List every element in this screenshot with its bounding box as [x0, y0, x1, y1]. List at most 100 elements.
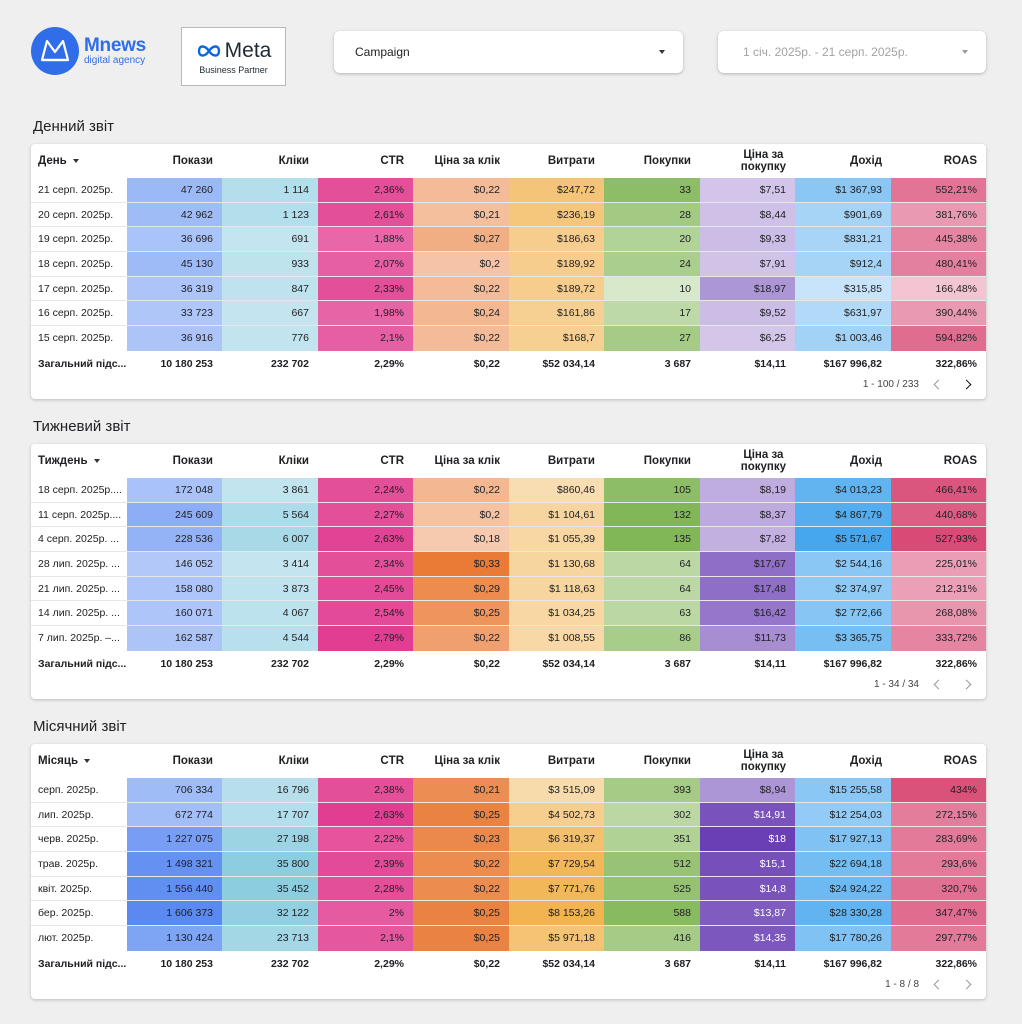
cell-revenue: $17 780,26 [795, 926, 891, 951]
cell-ctr: 1,98% [318, 301, 413, 326]
column-header-cpa[interactable]: Ціна за покупку [700, 444, 786, 478]
dropdown-caret-icon [659, 50, 665, 54]
table-row[interactable]: 11 серп. 2025р.... 245 609 5 564 2,27% $0,2 $… [31, 502, 986, 528]
table-row[interactable]: 20 серп. 2025р. 42 962 1 123 2,61% $0,21 $236… [31, 202, 986, 228]
chevron-right-icon [961, 679, 971, 689]
column-header-revenue[interactable]: Дохід [795, 144, 882, 178]
column-header-cpa[interactable]: Ціна за покупку [700, 144, 786, 178]
table-row[interactable]: 21 серп. 2025р. 47 260 1 114 2,36% $0,22 $247… [31, 178, 986, 203]
column-header-impressions[interactable]: Покази [127, 444, 213, 478]
cell-spend: $5 971,18 [509, 926, 604, 951]
cell-cpc: $0,22 [413, 626, 509, 651]
cell-clicks: 35 800 [222, 852, 318, 876]
cell-clicks: 16 796 [222, 778, 318, 802]
table-row[interactable]: 21 лип. 2025р. ... 158 080 3 873 2,45% $0,29… [31, 576, 986, 602]
column-header-spend[interactable]: Витрати [509, 744, 595, 778]
cell-cpc: $0,22 [413, 178, 509, 202]
table-row[interactable]: 15 серп. 2025р. 36 916 776 2,1% $0,22 $168,7 2… [31, 326, 986, 351]
table-row[interactable]: 7 лип. 2025р. –... 162 587 4 544 2,79% $0,22… [31, 626, 986, 651]
cell-cpc: $0,21 [413, 778, 509, 802]
date-range-picker[interactable]: 1 січ. 2025р. - 21 серп. 2025р. [718, 31, 986, 73]
column-header-roas[interactable]: ROAS [891, 144, 977, 178]
cell-roas: 434% [891, 778, 986, 802]
cell-impressions: 45 130 [127, 252, 222, 276]
column-header-label: Покупки [643, 455, 691, 467]
cell-roas: 166,48% [891, 276, 986, 301]
column-header-spend[interactable]: Витрати [509, 444, 595, 478]
column-header-clicks[interactable]: Кліки [222, 744, 309, 778]
column-header-cpc[interactable]: Ціна за клік [413, 144, 500, 178]
table-row[interactable]: лип. 2025р. 672 774 17 707 2,63% $0,25 $4 502… [31, 802, 986, 828]
campaign-filter-dropdown[interactable]: Campaign [334, 31, 683, 73]
column-header-spend[interactable]: Витрати [509, 144, 595, 178]
dimension-header-label: Тиждень [38, 455, 88, 467]
table-row[interactable]: 4 серп. 2025р. ... 228 536 6 007 2,63% $0,18… [31, 527, 986, 553]
dimension-header[interactable]: День [38, 144, 126, 178]
total-cpa: $14,11 [754, 357, 786, 370]
table-row[interactable]: 16 серп. 2025р. 33 723 667 1,98% $0,24 $161,8… [31, 301, 986, 327]
table-row[interactable]: бер. 2025р. 1 606 373 32 122 2% $0,25 $8 153,… [31, 901, 986, 927]
next-page-button[interactable] [957, 675, 975, 693]
next-page-button[interactable] [957, 375, 975, 393]
column-header-cpa[interactable]: Ціна за покупку [700, 744, 786, 778]
table-row[interactable]: 18 серп. 2025р.... 172 048 3 861 2,24% $0,22… [31, 478, 986, 503]
cell-clicks: 4 067 [222, 601, 318, 626]
cell-clicks: 5 564 [222, 502, 318, 527]
row-dimension-cell: трав. 2025р. [38, 857, 99, 870]
table-row[interactable]: 17 серп. 2025р. 36 319 847 2,33% $0,22 $189,7… [31, 276, 986, 302]
column-header-ctr[interactable]: CTR [318, 444, 404, 478]
dimension-header[interactable]: Тиждень [38, 444, 126, 478]
table-row[interactable]: серп. 2025р. 706 334 16 796 2,38% $0,21 $3 51… [31, 778, 986, 803]
cell-roas: 283,69% [891, 827, 986, 852]
column-header-cpa-line2: покупку [740, 761, 786, 773]
column-header-clicks[interactable]: Кліки [222, 144, 309, 178]
column-header-cpc[interactable]: Ціна за клік [413, 444, 500, 478]
table-row[interactable]: 28 лип. 2025р. ... 146 052 3 414 2,34% $0,33… [31, 552, 986, 577]
table-row[interactable]: 19 серп. 2025р. 36 696 691 1,88% $0,27 $186,6… [31, 227, 986, 253]
cell-spend: $236,19 [509, 202, 604, 227]
column-header-revenue[interactable]: Дохід [795, 744, 882, 778]
table-row[interactable]: черв. 2025р. 1 227 075 27 198 2,22% $0,23 $6 … [31, 827, 986, 853]
next-page-button[interactable] [957, 975, 975, 993]
column-header-roas[interactable]: ROAS [891, 444, 977, 478]
cell-impressions: 1 556 440 [127, 876, 222, 901]
row-dimension-cell: бер. 2025р. [38, 907, 94, 920]
cell-cpc: $0,22 [413, 478, 509, 502]
cell-spend: $1 055,39 [509, 527, 604, 552]
table-row[interactable]: квіт. 2025р. 1 556 440 35 452 2,28% $0,22 $7 … [31, 876, 986, 902]
prev-page-button[interactable] [929, 375, 947, 393]
column-header-cpc[interactable]: Ціна за клік [413, 744, 500, 778]
row-dimension-cell: 11 серп. 2025р.... [38, 508, 122, 521]
table-row[interactable]: 18 серп. 2025р. 45 130 933 2,07% $0,2 $189,92… [31, 252, 986, 277]
table-row[interactable]: 14 лип. 2025р. ... 160 071 4 067 2,54% $0,25… [31, 601, 986, 627]
column-header-ctr[interactable]: CTR [318, 744, 404, 778]
column-header-impressions[interactable]: Покази [127, 744, 213, 778]
prev-page-button[interactable] [929, 975, 947, 993]
column-header-label: Дохід [850, 455, 882, 467]
column-header-clicks[interactable]: Кліки [222, 444, 309, 478]
monthly-report-table: Місяць Покази Кліки CTR Ціна за клік Витрати П… [31, 744, 986, 999]
totals-row: Загальний підс... 10 180 253 232 702 2,29% $… [31, 652, 986, 676]
table-body: серп. 2025р. 706 334 16 796 2,38% $0,21 $3 51… [31, 778, 986, 951]
dimension-header[interactable]: Місяць [38, 744, 126, 778]
total-cpa: $14,11 [754, 657, 786, 670]
column-header-ctr[interactable]: CTR [318, 144, 404, 178]
table-row[interactable]: лют. 2025р. 1 130 424 23 713 2,1% $0,25 $5 97… [31, 926, 986, 951]
cell-roas: 527,93% [891, 527, 986, 552]
table-row[interactable]: трав. 2025р. 1 498 321 35 800 2,39% $0,22 $7 … [31, 852, 986, 877]
campaign-filter-label: Campaign [355, 45, 410, 59]
column-header-purchases[interactable]: Покупки [604, 744, 691, 778]
column-header-label: Покази [172, 755, 213, 767]
total-revenue: $167 996,82 [823, 657, 882, 670]
column-header-purchases[interactable]: Покупки [604, 144, 691, 178]
cell-clicks: 3 861 [222, 478, 318, 502]
column-header-revenue[interactable]: Дохід [795, 444, 882, 478]
column-header-impressions[interactable]: Покази [127, 144, 213, 178]
column-header-roas[interactable]: ROAS [891, 744, 977, 778]
cell-clicks: 847 [222, 276, 318, 301]
pagination-range: 1 - 100 / 233 [862, 378, 919, 390]
prev-page-button[interactable] [929, 675, 947, 693]
column-header-label: Ціна за клік [434, 155, 500, 167]
column-header-purchases[interactable]: Покупки [604, 444, 691, 478]
cell-revenue: $4 867,79 [795, 502, 891, 527]
